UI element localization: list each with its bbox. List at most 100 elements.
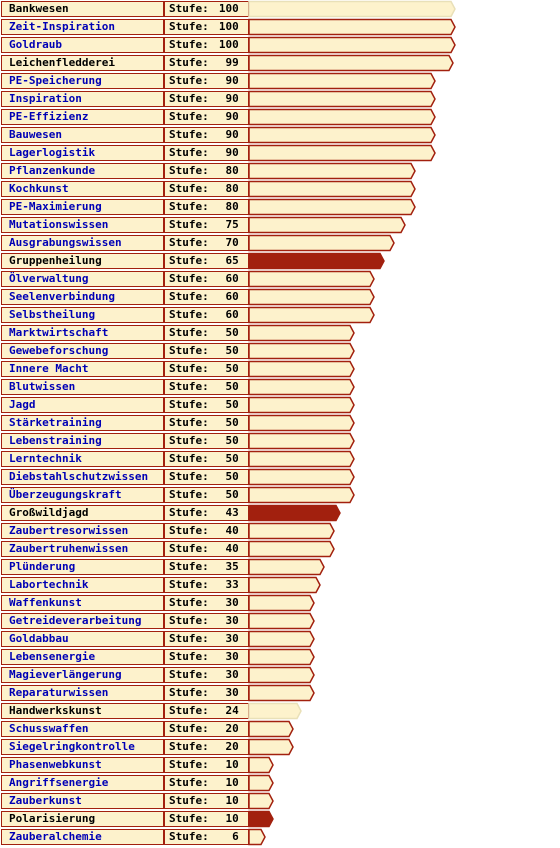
level-bar-graphic: [248, 180, 416, 198]
skill-name[interactable]: Diebstahlschutzwissen: [1, 469, 164, 485]
skill-row: Bankwesen Stufe: 100: [0, 0, 560, 19]
skill-level-bar: [248, 144, 437, 162]
skill-level-bar: [248, 630, 316, 648]
skill-name[interactable]: Blutwissen: [1, 379, 164, 395]
skill-name[interactable]: Überzeugungskraft: [1, 487, 164, 503]
skill-level-bar: [248, 72, 437, 90]
level-value: 100: [218, 2, 239, 15]
skill-name[interactable]: Labortechnik: [1, 577, 164, 593]
skill-row: Schusswaffen Stufe: 20: [0, 720, 560, 739]
level-bar-graphic: [248, 108, 436, 126]
skill-name[interactable]: Plünderung: [1, 559, 164, 575]
skill-name[interactable]: Schusswaffen: [1, 721, 164, 737]
level-bar-shape: [248, 288, 375, 306]
skill-name: Polarisierung: [1, 811, 164, 827]
skill-row: Seelenverbindung Stufe: 60: [0, 288, 560, 307]
skill-row: Zauberalchemie Stufe: 6: [0, 828, 560, 847]
skill-level-bar: [248, 756, 275, 774]
skill-level-bar: [248, 450, 356, 468]
level-bar-shape: [248, 306, 375, 324]
skill-name[interactable]: Phasenwebkunst: [1, 757, 164, 773]
skill-level: Stufe: 50: [164, 451, 249, 467]
level-prefix: Stufe:: [169, 344, 209, 357]
skill-name: Leichenfledderei: [1, 55, 164, 71]
skill-row: Lagerlogistik Stufe: 90: [0, 144, 560, 163]
skill-name[interactable]: Marktwirtschaft: [1, 325, 164, 341]
skill-name[interactable]: Goldraub: [1, 37, 164, 53]
skill-level: Stufe: 80: [164, 163, 249, 179]
skill-name[interactable]: Bauwesen: [1, 127, 164, 143]
level-bar-shape: [248, 360, 355, 378]
skill-name[interactable]: Ölverwaltung: [1, 271, 164, 287]
skill-name[interactable]: Seelenverbindung: [1, 289, 164, 305]
level-bar-graphic: [248, 288, 375, 306]
level-bar-graphic: [248, 774, 274, 792]
level-bar-shape: [248, 774, 274, 792]
skill-row: Gruppenheilung Stufe: 65: [0, 252, 560, 271]
skill-name[interactable]: Innere Macht: [1, 361, 164, 377]
level-prefix: Stufe:: [169, 434, 209, 447]
skill-level: Stufe: 30: [164, 685, 249, 701]
skill-name[interactable]: Lebensenergie: [1, 649, 164, 665]
level-prefix: Stufe:: [169, 236, 209, 249]
skill-name[interactable]: Selbstheilung: [1, 307, 164, 323]
skill-name[interactable]: Kochkunst: [1, 181, 164, 197]
level-bar-graphic: [248, 720, 294, 738]
skill-name[interactable]: Lagerlogistik: [1, 145, 164, 161]
skill-name[interactable]: Lerntechnik: [1, 451, 164, 467]
level-prefix: Stufe:: [169, 164, 209, 177]
skill-level-bar: [248, 828, 267, 846]
skill-level: Stufe: 100: [164, 1, 249, 17]
level-value: 60: [225, 308, 239, 321]
skill-row: Pflanzenkunde Stufe: 80: [0, 162, 560, 181]
level-bar-shape: [248, 666, 315, 684]
skill-name[interactable]: Stärketraining: [1, 415, 164, 431]
level-bar-graphic: [248, 360, 355, 378]
skill-row: Getreideverarbeitung Stufe: 30: [0, 612, 560, 631]
skill-name[interactable]: Zeit-Inspiration: [1, 19, 164, 35]
skill-name[interactable]: Angriffsenergie: [1, 775, 164, 791]
skill-name[interactable]: Lebenstraining: [1, 433, 164, 449]
skill-name[interactable]: Mutationswissen: [1, 217, 164, 233]
skill-level: Stufe: 20: [164, 739, 249, 755]
level-prefix: Stufe:: [169, 470, 209, 483]
skill-level-bar: [248, 378, 356, 396]
level-value: 20: [225, 722, 239, 735]
skill-name[interactable]: Gewebeforschung: [1, 343, 164, 359]
skill-name[interactable]: Waffenkunst: [1, 595, 164, 611]
level-bar-shape: [248, 108, 436, 126]
skill-level-bar: [248, 720, 295, 738]
level-bar-graphic: [248, 432, 355, 450]
skill-name[interactable]: Zauberalchemie: [1, 829, 164, 845]
level-prefix: Stufe:: [169, 506, 209, 519]
level-value: 10: [225, 812, 239, 825]
skill-level-bar: [248, 360, 356, 378]
skill-name[interactable]: Jagd: [1, 397, 164, 413]
level-bar-graphic: [248, 90, 436, 108]
level-value: 100: [218, 38, 239, 51]
skill-name[interactable]: Inspiration: [1, 91, 164, 107]
skill-name: Großwildjagd: [1, 505, 164, 521]
skill-name[interactable]: Pflanzenkunde: [1, 163, 164, 179]
skill-name[interactable]: Zaubertruhenwissen: [1, 541, 164, 557]
level-value: 70: [225, 236, 239, 249]
skill-name[interactable]: Ausgrabungswissen: [1, 235, 164, 251]
skill-name[interactable]: Goldabbau: [1, 631, 164, 647]
skill-level: Stufe: 30: [164, 595, 249, 611]
skill-name[interactable]: Siegelringkontrolle: [1, 739, 164, 755]
level-prefix: Stufe:: [169, 560, 209, 573]
skill-name[interactable]: PE-Speicherung: [1, 73, 164, 89]
level-bar-graphic: [248, 198, 416, 216]
skill-name[interactable]: Zaubertresorwissen: [1, 523, 164, 539]
level-bar-graphic: [248, 738, 294, 756]
skill-row: Zeit-Inspiration Stufe: 100: [0, 18, 560, 37]
skill-level: Stufe: 80: [164, 199, 249, 215]
skill-name[interactable]: PE-Maximierung: [1, 199, 164, 215]
skill-level: Stufe: 90: [164, 109, 249, 125]
skill-name[interactable]: Magieverlängerung: [1, 667, 164, 683]
skill-name[interactable]: Getreideverarbeitung: [1, 613, 164, 629]
skill-name[interactable]: Reparaturwissen: [1, 685, 164, 701]
skill-name[interactable]: PE-Effizienz: [1, 109, 164, 125]
skill-name[interactable]: Zauberkunst: [1, 793, 164, 809]
level-value: 30: [225, 632, 239, 645]
